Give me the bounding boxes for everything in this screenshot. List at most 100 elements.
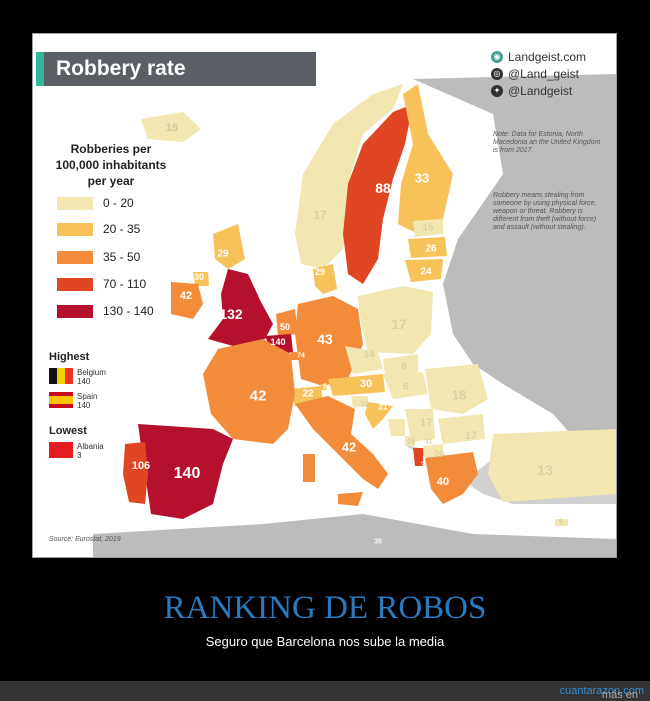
value-switzerland: 22 — [302, 388, 314, 400]
map-source: Source: Eurostat, 2019 — [49, 536, 121, 543]
country-northern-ireland — [193, 272, 209, 286]
legend-title-line-1: Robberies per — [70, 142, 152, 156]
post-title: RANKING DE ROBOS — [163, 590, 487, 626]
highest-value: 140 — [77, 401, 91, 410]
country-denmark — [313, 264, 337, 294]
country-estonia — [413, 219, 443, 237]
map-svg — [93, 74, 616, 557]
country-greece — [425, 452, 478, 504]
value-hungary: 6 — [403, 381, 409, 393]
value-italy: 42 — [341, 439, 357, 455]
value-denmark: 29 — [314, 267, 326, 277]
value-spain: 140 — [173, 465, 201, 482]
belgium-flag-icon — [49, 368, 73, 384]
legend-swatch — [57, 196, 93, 210]
value-belgium: 140 — [270, 337, 286, 347]
lowest-country: Albania — [77, 442, 104, 451]
country-norway — [295, 84, 403, 269]
map-title-box: Robbery rate — [36, 52, 316, 86]
country-turkey — [488, 429, 616, 502]
legend-item: 0 - 20 — [57, 196, 134, 210]
country-finland — [398, 84, 453, 234]
value-iceland: 15 — [165, 122, 179, 134]
country-uk — [208, 269, 273, 346]
legend-label: 70 - 110 — [103, 277, 147, 291]
footer-bar: más en cuantarazon.com — [0, 681, 650, 701]
country-italy — [295, 396, 388, 489]
footer-prefix: más en — [601, 689, 638, 701]
legend-title-line-3: per year — [87, 174, 135, 188]
value-romania: 18 — [451, 387, 467, 403]
legend-swatch — [57, 250, 93, 264]
highest-country: Spain — [77, 392, 98, 401]
map-note: Note: Data for Estonia, North Macedonia … — [493, 131, 601, 154]
highest-country: Belgium — [77, 368, 106, 377]
value-estonia: 15 — [422, 222, 434, 234]
value-uk: 132 — [219, 306, 243, 322]
country-montenegro — [405, 436, 415, 446]
country-slovenia — [351, 396, 369, 408]
lowest-albania: Albania 3 — [49, 442, 104, 460]
value-liechtenstein: 5 — [323, 383, 327, 391]
country-sweden — [343, 104, 413, 284]
value-slovakia: 8 — [401, 361, 407, 373]
country-portugal — [123, 442, 148, 504]
legend-item: 35 - 50 — [57, 250, 140, 264]
country-cyprus — [555, 519, 568, 526]
value-north-macedonia: 20 — [433, 449, 445, 459]
legend-label: 20 - 35 — [103, 222, 141, 236]
country-romania — [425, 364, 488, 414]
value-ireland: 42 — [179, 290, 193, 302]
brand-site-text: Landgeist.com — [508, 49, 587, 64]
title-accent — [36, 52, 44, 86]
brand-instagram-text: @Land_geist — [508, 66, 579, 81]
country-scotland — [213, 224, 245, 269]
brand-twitter-text: @Landgeist — [508, 83, 573, 98]
lowest-value: 3 — [77, 451, 82, 460]
highest-heading: Highest — [49, 351, 90, 363]
legend-swatch — [57, 304, 93, 318]
highest-spain: Spain 140 — [49, 392, 97, 410]
value-sweden: 88 — [375, 180, 391, 196]
value-austria: 30 — [359, 378, 373, 390]
country-liechtenstein — [321, 384, 327, 390]
country-lithuania — [405, 259, 443, 282]
country-hungary — [383, 372, 428, 399]
legend-swatch — [57, 277, 93, 291]
legend-item: 70 - 110 — [57, 277, 146, 291]
country-ireland — [171, 282, 203, 319]
country-bulgaria — [438, 414, 485, 444]
twitter-icon: ✦ — [491, 84, 503, 97]
value-luxembourg: 74 — [297, 352, 305, 360]
value-cyprus: 6 — [559, 518, 563, 526]
value-germany: 43 — [317, 331, 333, 347]
lowest-heading: Lowest — [49, 425, 87, 437]
footer-site-link[interactable]: cuantarazon.com — [559, 685, 644, 697]
land-africa — [93, 514, 616, 557]
map-title: Robbery rate — [56, 57, 186, 80]
country-germany — [295, 296, 363, 386]
value-bosnia: 15 — [407, 438, 415, 446]
brand-block: ◉ Landgeist.com ◎ @Land_geist ✦ @Landgeist — [491, 48, 586, 99]
value-poland: 17 — [391, 316, 407, 332]
value-scotland: 29 — [217, 248, 229, 260]
brand-site: ◉ Landgeist.com — [491, 48, 586, 65]
europe-map: 15 17 88 33 15 26 24 29 29 30 42 132 50 … — [33, 34, 616, 557]
value-portugal: 106 — [131, 460, 151, 472]
country-bosnia — [388, 419, 405, 436]
legend-title: Robberies per 100,000 inhabitants per ye… — [41, 141, 181, 189]
value-croatia: 21 — [378, 402, 388, 412]
country-poland — [358, 286, 433, 354]
value-northern-ireland: 30 — [193, 272, 205, 282]
value-turkey: 13 — [537, 462, 553, 478]
country-france — [203, 339, 295, 444]
legend-label: 35 - 50 — [103, 250, 141, 264]
country-slovakia — [383, 354, 418, 374]
globe-icon: ◉ — [491, 50, 503, 63]
legend-label: 130 - 140 — [103, 304, 154, 318]
value-norway: 17 — [313, 208, 327, 222]
value-serbia: 17 — [419, 417, 433, 429]
brand-instagram: ◎ @Land_geist — [491, 65, 586, 82]
country-sicily — [338, 492, 363, 506]
country-north-macedonia — [423, 444, 443, 458]
